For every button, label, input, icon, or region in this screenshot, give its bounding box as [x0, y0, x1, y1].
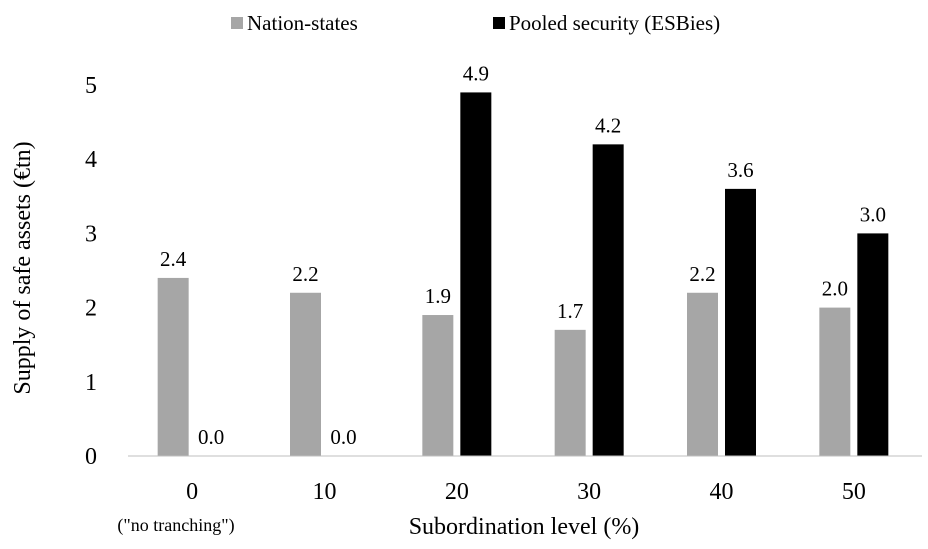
x-tick-label: 30	[577, 479, 601, 505]
y-tick-label: 0	[85, 444, 97, 470]
legend-swatch-pooled-security	[493, 17, 505, 29]
x-tick-label: 50	[842, 479, 866, 505]
x-tick-label: 10	[313, 479, 337, 505]
y-axis-ticks: 0 1 2 3 4 5	[85, 73, 97, 470]
x-tick-label: 20	[445, 479, 469, 505]
y-tick-label: 4	[85, 147, 97, 173]
data-label: 1.7	[557, 299, 583, 323]
data-label: 2.2	[689, 262, 715, 286]
bar-nation-states	[157, 277, 189, 456]
data-label: 1.9	[425, 284, 451, 308]
data-label: 2.4	[160, 247, 187, 271]
legend-swatch-nation-states	[231, 17, 243, 29]
data-label: 0.0	[330, 425, 356, 449]
data-label: 4.2	[595, 113, 621, 137]
data-label: 2.0	[822, 277, 848, 301]
y-tick-label: 3	[85, 221, 97, 247]
x-axis-title: Subordination level (%)	[409, 514, 640, 540]
bar-pooled-security	[857, 233, 889, 456]
x-axis-ticks: 0 10 20 30 40 50	[186, 479, 866, 505]
legend-label-pooled-security: Pooled security (ESBies)	[509, 11, 720, 35]
y-tick-label: 1	[85, 370, 97, 396]
bar-nation-states	[687, 292, 718, 456]
y-tick-label: 5	[85, 73, 97, 99]
x-tick-label: 0	[186, 479, 198, 505]
data-labels: 2.4 0.0 2.2 0.0 1.9 4.9 1.7 4.2 2.2 3.6 2.0 3.0	[160, 61, 886, 449]
data-label: 4.9	[463, 61, 489, 85]
data-label: 2.2	[292, 262, 318, 286]
bar-nation-states	[290, 292, 321, 456]
bars	[157, 92, 889, 457]
y-axis-title: Supply of safe assets (€tn)	[10, 141, 36, 394]
data-label: 3.0	[860, 202, 886, 226]
bar-nation-states	[554, 329, 586, 456]
bar-nation-states	[819, 307, 851, 456]
legend-label-nation-states: Nation-states	[247, 11, 358, 35]
x-category-note: ("no tranching")	[117, 515, 234, 536]
y-tick-label: 2	[85, 296, 97, 322]
bar-nation-states	[422, 315, 454, 456]
x-tick-label: 40	[710, 479, 734, 505]
bar-pooled-security	[460, 92, 492, 457]
bar-pooled-security	[592, 144, 624, 457]
bar-pooled-security	[725, 188, 756, 456]
data-label: 0.0	[198, 425, 224, 449]
data-label: 3.6	[727, 158, 753, 182]
legend: Nation-states Pooled security (ESBies)	[231, 11, 720, 35]
